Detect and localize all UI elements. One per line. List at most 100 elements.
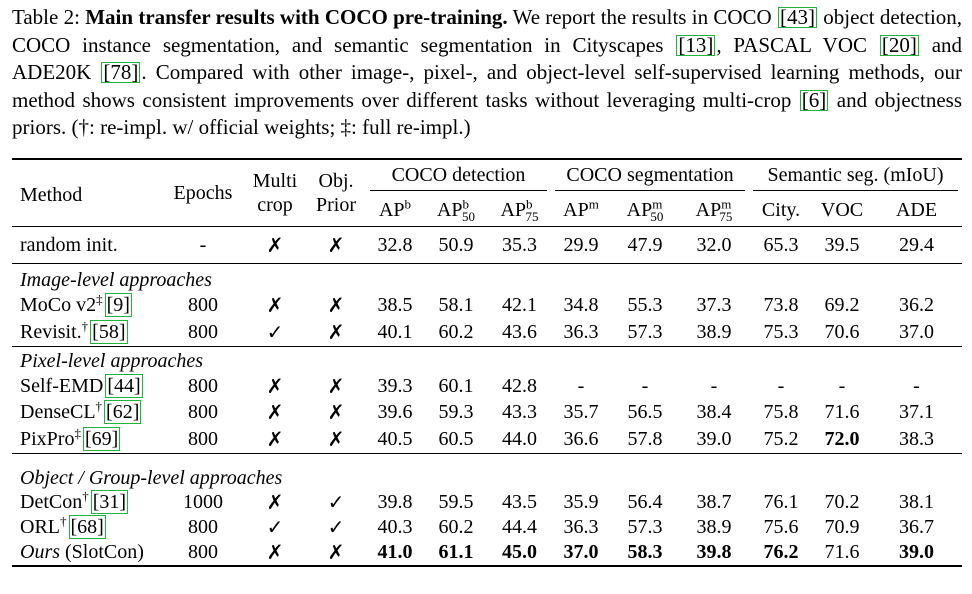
citation-link[interactable]: [69] [82, 427, 121, 451]
header-ap-b-50: APb50 [436, 195, 476, 224]
value-cell: 70.9 [824, 516, 860, 538]
obj-prior-mark: ✗ [327, 294, 345, 317]
citation-link[interactable]: [13] [676, 32, 716, 57]
value-cell: 60.1 [438, 374, 474, 397]
method-cell: PixPro‡ [69] [12, 426, 162, 454]
value-cell: 34.8 [563, 293, 599, 316]
citation-link[interactable]: [9] [104, 292, 132, 317]
value-cell: 75.2 [763, 428, 799, 450]
value-cell: 42.8 [502, 374, 537, 397]
value-cell: 71.6 [824, 401, 860, 423]
method-note-mark: † [82, 488, 89, 504]
caption-text: We report the results in COCO [512, 5, 772, 29]
value-cell: 36.3 [563, 516, 599, 538]
citation-link[interactable]: [44] [105, 373, 143, 398]
table-caption: Table 2: Main transfer results with COCO… [12, 4, 962, 142]
value-cell: 32.8 [377, 233, 413, 256]
value-cell: 59.3 [438, 401, 474, 423]
epochs-cell: 1000 [183, 491, 223, 513]
value-cell: 37.0 [899, 320, 934, 343]
results-table: Method Epochs Multi crop Obj. Prior COCO d… [12, 158, 962, 567]
value-cell: 60.2 [438, 320, 474, 343]
table-row: PixPro‡ [69] 800 ✗ ✗ 40.5 60.5 44.0 36.6 57.8 39.0… [12, 426, 962, 454]
method-cell: DenseCL† [62] [12, 399, 162, 426]
citation-link[interactable]: [6] [799, 87, 829, 112]
value-cell: 76.2 [763, 541, 799, 563]
value-cell: 39.0 [696, 428, 732, 450]
value-cell: - [577, 374, 585, 397]
value-cell: 39.8 [377, 491, 413, 513]
method-suffix: (SlotCon) [65, 541, 144, 563]
value-cell: 39.5 [824, 233, 860, 256]
value-cell: 71.6 [824, 541, 860, 563]
method-note-mark: ‡ [74, 425, 81, 441]
method-cell: DetCon† [31] [12, 488, 162, 515]
value-cell: 73.8 [763, 293, 799, 316]
value-cell: 40.5 [377, 428, 413, 450]
obj-prior-mark: ✓ [327, 492, 345, 514]
group-label: Object / Group-level approaches [20, 467, 283, 489]
value-cell: 60.5 [438, 428, 474, 450]
value-cell: 60.2 [438, 516, 474, 538]
value-cell: 35.9 [563, 491, 599, 513]
table-row: MoCo v2‡ [9] 800 ✗ ✗ 38.5 58.1 42.1 34.8 55.3 37.3… [12, 292, 962, 318]
value-cell: 50.9 [438, 233, 474, 256]
citation-link[interactable]: [68] [68, 515, 106, 539]
value-cell: 39.8 [696, 541, 732, 563]
epochs-cell: 800 [188, 516, 218, 538]
citation-link[interactable]: [20] [879, 32, 919, 57]
table-row: ORL† [68] 800 ✓ ✓ 40.3 60.2 44.4 36.3 57.3 38.9 75.… [12, 514, 962, 540]
group-label: Pixel-level approaches [20, 350, 204, 372]
value-cell: 57.3 [627, 320, 663, 343]
value-cell: 38.9 [696, 516, 732, 538]
value-cell: 57.3 [627, 516, 663, 538]
value-cell: 38.4 [696, 401, 732, 423]
value-cell: 38.7 [696, 491, 732, 513]
value-cell: 75.8 [763, 401, 799, 423]
header-city: City. [761, 198, 801, 221]
citation-link[interactable]: [58] [90, 319, 128, 344]
obj-prior-mark: ✓ [327, 517, 345, 539]
value-cell: 55.3 [627, 293, 663, 316]
value-cell: 41.0 [377, 541, 413, 563]
value-cell: - [913, 374, 920, 397]
method-name: DetCon [20, 491, 83, 513]
multi-crop-mark: ✗ [266, 234, 284, 257]
value-cell: 36.2 [899, 293, 934, 316]
method-name: random init. [20, 233, 118, 256]
method-name: Ours [20, 541, 61, 563]
multi-crop-mark: ✗ [266, 402, 284, 424]
value-cell: 42.1 [502, 293, 537, 316]
header-method: Method [20, 183, 83, 206]
epochs-cell: 800 [188, 428, 218, 450]
citation-link[interactable]: [78] [101, 60, 141, 84]
obj-prior-mark: ✗ [327, 542, 345, 564]
obj-prior-mark: ✗ [327, 429, 345, 451]
value-cell: 76.1 [763, 491, 799, 513]
header-epochs: Epochs [173, 181, 233, 204]
citation-link[interactable]: [31] [90, 490, 129, 514]
table-row: DenseCL† [62] 800 ✗ ✗ 39.6 59.3 43.3 35.7 56.5 38.… [12, 399, 962, 426]
value-cell: 38.3 [899, 428, 934, 450]
value-cell: 29.9 [563, 233, 599, 256]
method-note-mark: ‡ [96, 290, 103, 306]
caption-text: object detection, COCO instance segmenta… [12, 5, 963, 57]
epochs-cell: 800 [188, 541, 218, 563]
group-row: Image-level approaches [12, 263, 962, 293]
value-cell: 39.0 [899, 541, 934, 563]
value-cell: 75.6 [763, 516, 799, 538]
citation-link[interactable]: [62] [104, 400, 142, 424]
value-cell: 70.6 [824, 320, 860, 343]
value-cell: 32.0 [696, 233, 732, 256]
group-row: Object / Group-level approaches [12, 453, 962, 491]
value-cell: 40.1 [377, 320, 413, 343]
header-row: Method Epochs Multi crop Obj. Prior COCO d… [12, 159, 962, 216]
obj-prior-mark: ✗ [327, 402, 345, 424]
caption-text: and ADE20K [12, 32, 963, 85]
value-cell: 36.3 [563, 320, 599, 343]
value-cell: - [710, 374, 718, 397]
header-ap-m: APm [563, 195, 599, 221]
method-cell: Revisit.† [58] [12, 318, 162, 347]
citation-link[interactable]: [43] [777, 5, 817, 29]
